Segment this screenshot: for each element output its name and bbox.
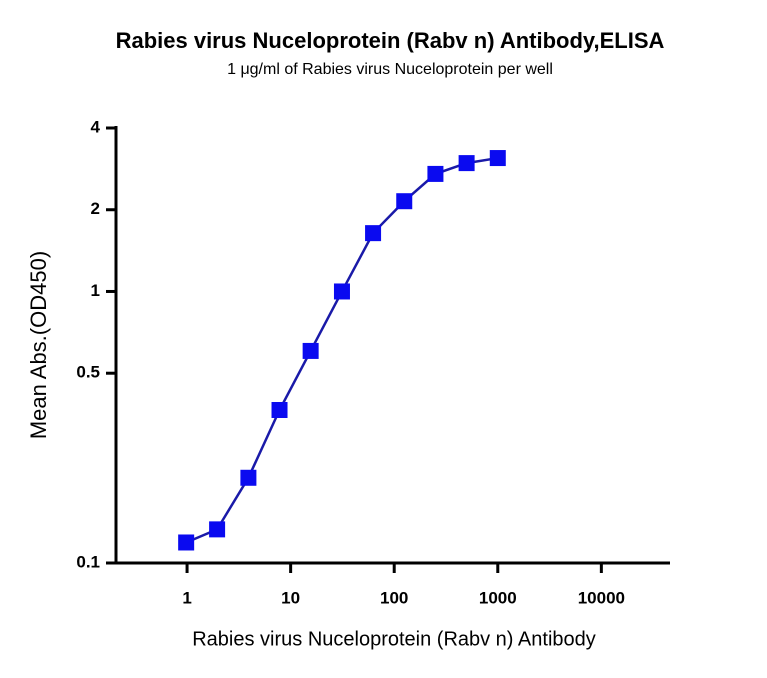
marker	[178, 534, 195, 551]
y-tick-label: 0.1	[76, 552, 100, 571]
y-tick-label: 4	[91, 117, 101, 136]
x-tick-label: 10	[281, 588, 300, 607]
marker	[365, 225, 382, 242]
y-tick-label: 0.5	[76, 363, 100, 382]
x-tick-label: 100	[380, 588, 408, 607]
marker	[209, 521, 226, 538]
y-axis-label: Mean Abs.(OD450)	[26, 251, 51, 439]
chart-title: Rabies virus Nuceloprotein (Rabv n) Anti…	[116, 28, 665, 53]
marker	[489, 150, 506, 167]
line	[185, 156, 498, 544]
chart-subtitle: 1 μg/ml of Rabies virus Nuceloprotein pe…	[227, 61, 553, 78]
x-tick-label: 1000	[479, 588, 517, 607]
x-tick-label: 10000	[578, 588, 625, 607]
marker	[240, 469, 257, 486]
marker	[427, 165, 444, 182]
x-axis-label: Rabies virus Nuceloprotein (Rabv n) Anti…	[192, 628, 596, 650]
x-tick-label: 1	[182, 588, 191, 607]
marker	[271, 402, 288, 419]
marker	[302, 342, 319, 359]
marker	[396, 193, 413, 210]
marker	[333, 283, 350, 300]
marker	[458, 155, 475, 172]
y-tick-label: 2	[91, 199, 100, 218]
y-tick-label: 1	[91, 281, 100, 300]
